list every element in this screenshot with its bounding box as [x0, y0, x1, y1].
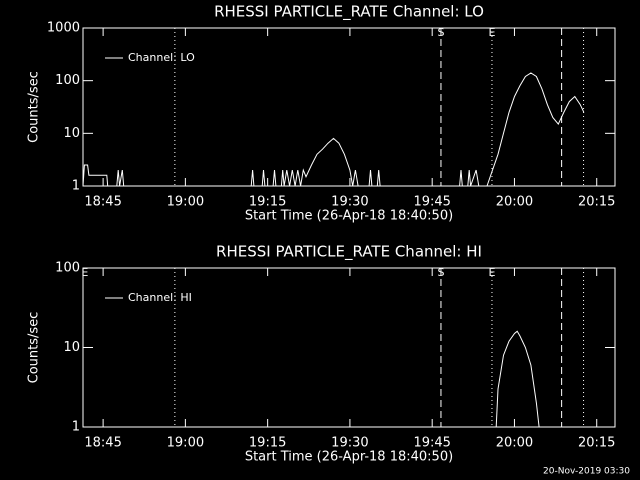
x-tick-label: 19:45 — [413, 436, 450, 451]
x-tick-label: 20:00 — [496, 195, 533, 210]
x-tick-label: 18:45 — [84, 436, 121, 451]
x-tick-label: 19:30 — [331, 436, 368, 451]
x-tick-label: 19:00 — [167, 195, 204, 210]
legend-label: Channel: HI — [128, 291, 192, 304]
chart-title: RHESSI PARTICLE_RATE Channel: LO — [214, 3, 484, 22]
x-tick-label: 20:15 — [578, 436, 615, 451]
x-tick-label: 18:45 — [84, 195, 121, 210]
annotation: E — [488, 266, 495, 279]
chart-title: RHESSI PARTICLE_RATE Channel: HI — [216, 243, 482, 262]
y-tick-label: 10 — [63, 340, 80, 355]
x-tick-label: 19:45 — [413, 195, 450, 210]
y-tick-label: 100 — [55, 261, 80, 276]
x-tick-label: 20:15 — [578, 195, 615, 210]
data-line — [495, 330, 540, 427]
x-tick-label: 19:30 — [331, 195, 368, 210]
y-axis-label: Counts/sec — [27, 71, 42, 143]
plot-frame — [82, 27, 616, 187]
footer: 20-Nov-2019 03:30 — [543, 467, 630, 477]
data-line — [83, 72, 585, 186]
y-tick-label: 100 — [55, 73, 80, 88]
x-tick-label: 19:15 — [249, 436, 286, 451]
y-tick-label: 1 — [72, 179, 80, 194]
x-axis-label: Start Time (26-Apr-18 18:40:50) — [245, 209, 453, 224]
x-axis-label: Start Time (26-Apr-18 18:40:50) — [245, 450, 453, 465]
y-axis-label: Counts/sec — [27, 312, 42, 384]
annotation: S — [437, 26, 444, 39]
y-tick-label: 1 — [72, 420, 80, 435]
y-tick-label: 10 — [63, 126, 80, 141]
x-tick-label: 19:15 — [249, 195, 286, 210]
annotation: E — [488, 26, 495, 39]
annotation: S — [437, 266, 444, 279]
annotation: E — [81, 266, 88, 279]
x-tick-label: 19:00 — [167, 436, 204, 451]
x-tick-label: 20:00 — [496, 436, 533, 451]
y-tick-label: 1000 — [47, 21, 80, 36]
legend-label: Channel: LO — [128, 51, 195, 64]
plot-frame — [82, 267, 616, 428]
